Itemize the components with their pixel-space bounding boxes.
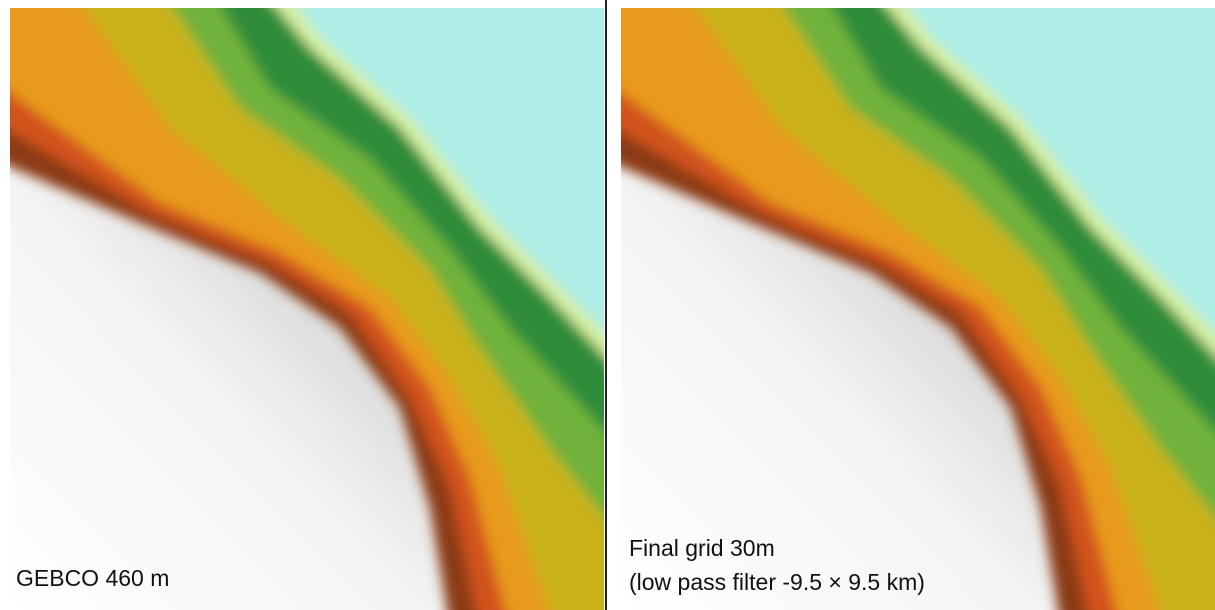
right-relief — [601, 0, 1215, 610]
panel-label: GEBCO 460 m — [16, 565, 169, 591]
panel-label: (low pass filter -9.5 × 9.5 km) — [629, 569, 925, 595]
right-panel: Final grid 30m (low pass filter -9.5 × 9… — [601, 0, 1215, 610]
panel-label: Final grid 30m — [629, 535, 775, 561]
page: {"panels": [ {"label_lines": ["GEBCO 460… — [0, 0, 1215, 610]
left-relief — [0, 0, 630, 610]
comparison-view: GEBCO 460 m Final grid 30m (low pass fil… — [0, 0, 1215, 610]
left-panel: GEBCO 460 m — [0, 0, 630, 610]
